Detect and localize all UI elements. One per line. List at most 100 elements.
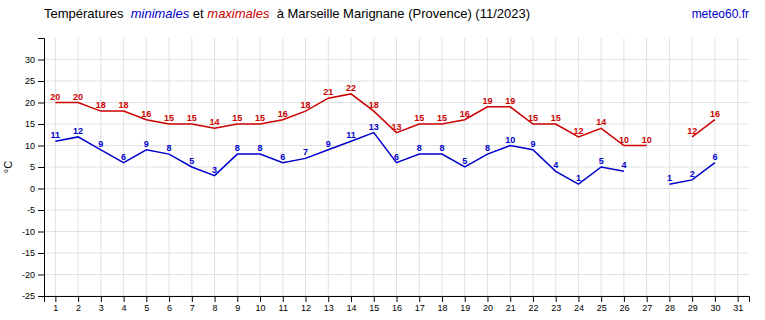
x-tick: 2 [76, 296, 81, 313]
x-tick: 5 [144, 296, 149, 313]
x-axis: 1234567891011121314151617181920212223242… [45, 296, 750, 313]
data-label: 7 [303, 147, 308, 157]
x-tick-mark [601, 296, 602, 302]
x-tick-mark [192, 296, 193, 302]
x-tick-label: 11 [279, 303, 288, 313]
data-label: 15 [414, 113, 424, 123]
y-tick-label: 0 [30, 184, 35, 194]
data-label: 10 [619, 135, 629, 145]
data-label: 13 [369, 122, 379, 132]
x-tick-mark [55, 296, 56, 302]
y-tick: 5 [30, 162, 44, 172]
data-label: 15 [232, 113, 242, 123]
grid-line-x [578, 38, 579, 296]
x-tick: 26 [619, 296, 629, 313]
grid-line-x [714, 38, 715, 296]
y-tick-label: 30 [25, 55, 35, 65]
data-label: 8 [167, 143, 172, 153]
grid-line-x [737, 38, 738, 296]
x-tick-label: 28 [665, 303, 675, 313]
x-tick: 11 [279, 296, 288, 313]
x-tick-label: 9 [235, 303, 240, 313]
x-tick-label: 26 [619, 303, 629, 313]
data-label: 16 [141, 109, 151, 119]
x-tick: 4 [122, 296, 127, 313]
x-tick-mark [283, 296, 284, 302]
data-label: 20 [73, 92, 83, 102]
data-label: 11 [51, 130, 61, 140]
x-tick-label: 14 [347, 303, 357, 313]
data-label: 4 [621, 160, 626, 170]
x-tick: 20 [483, 296, 493, 313]
x-tick: 28 [665, 296, 675, 313]
x-tick-mark [124, 296, 125, 302]
y-tick-label: 20 [25, 98, 35, 108]
chart: 1234567891011121314151617181920212223242… [0, 0, 765, 320]
grid-line-x [396, 38, 397, 296]
grid-line-x [373, 38, 374, 296]
title-part: et [189, 6, 207, 21]
y-tick-label: -25 [22, 291, 35, 301]
x-tick-mark [692, 296, 693, 302]
data-label: 16 [710, 109, 720, 119]
data-label: 18 [96, 100, 106, 110]
x-tick-label: 2 [76, 303, 81, 313]
x-tick-label: 13 [324, 303, 334, 313]
data-label: 21 [323, 87, 333, 97]
x-tick-label: 8 [213, 303, 218, 313]
x-tick-label: 24 [574, 303, 584, 313]
data-label: 12 [573, 126, 583, 136]
y-tick-mark [38, 275, 44, 276]
x-tick-label: 31 [733, 303, 743, 313]
y-tick: -25 [22, 291, 44, 301]
x-tick-label: 16 [392, 303, 402, 313]
x-tick: 24 [574, 296, 584, 313]
y-axis-line [38, 39, 45, 297]
x-tick: 6 [167, 296, 172, 313]
x-axis-line [45, 297, 750, 303]
x-tick: 10 [256, 296, 266, 313]
grid-line-x [510, 38, 511, 296]
y-tick-mark [38, 189, 44, 190]
data-label: 15 [551, 113, 561, 123]
grid-line-x [78, 38, 79, 296]
x-tick-label: 4 [122, 303, 127, 313]
x-tick-mark [578, 296, 579, 302]
y-tick: 20 [25, 98, 44, 108]
data-label: 18 [119, 100, 129, 110]
y-tick-mark [38, 253, 44, 254]
x-tick-mark [351, 296, 352, 302]
x-tick-label: 15 [369, 303, 379, 313]
data-label: 15 [528, 113, 538, 123]
y-tick-mark [38, 60, 44, 61]
grid-line-x [692, 38, 693, 296]
x-tick: 16 [392, 296, 402, 313]
x-tick-label: 22 [528, 303, 538, 313]
grid-line-x [237, 38, 238, 296]
grid-line-x [328, 38, 329, 296]
x-tick-mark [624, 296, 625, 302]
x-tick-mark [556, 296, 557, 302]
y-tick: -5 [27, 205, 44, 215]
x-tick-mark [397, 296, 398, 302]
y-tick-mark [38, 124, 44, 125]
grid-line-x [305, 38, 306, 296]
y-tick-mark [38, 103, 44, 104]
y-tick: 15 [25, 119, 44, 129]
x-tick: 12 [301, 296, 311, 313]
y-tick-mark [38, 167, 44, 168]
x-tick-mark [260, 296, 261, 302]
data-label: 14 [210, 117, 220, 127]
y-tick: -20 [22, 270, 44, 280]
x-tick-label: 18 [437, 303, 447, 313]
data-label: 5 [462, 156, 467, 166]
series-line [55, 94, 715, 146]
x-tick-mark [533, 296, 534, 302]
data-label: 22 [346, 83, 356, 93]
x-tick-label: 20 [483, 303, 493, 313]
data-label: 8 [439, 143, 444, 153]
data-label: 9 [326, 139, 331, 149]
data-label: 10 [505, 135, 515, 145]
data-label: 19 [482, 96, 492, 106]
data-label: 9 [144, 139, 149, 149]
